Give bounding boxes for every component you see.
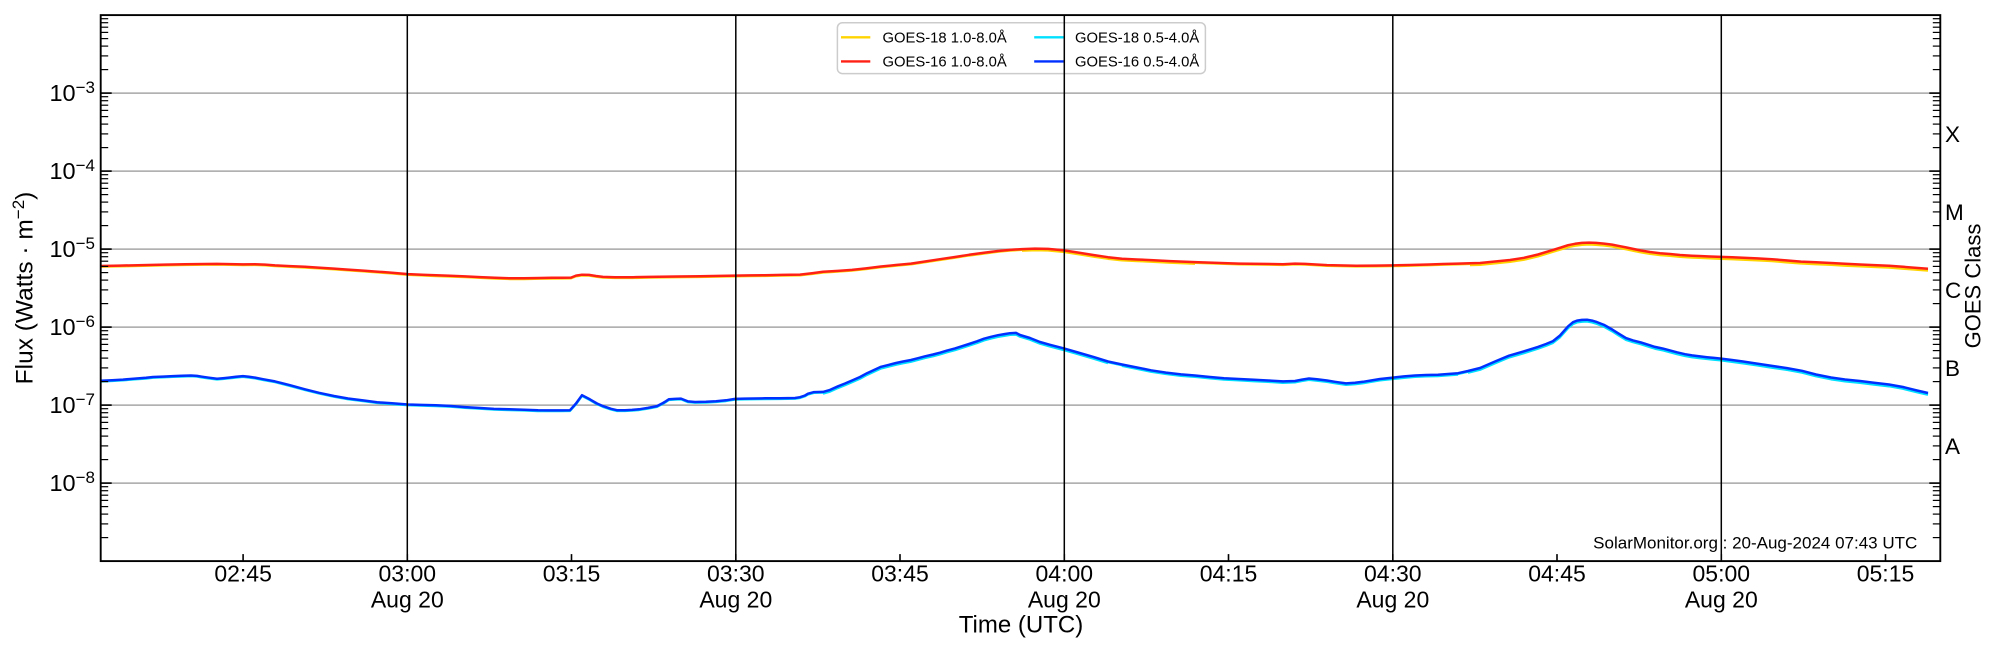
svg-text:02:45: 02:45	[214, 561, 272, 587]
svg-text:05:00: 05:00	[1693, 561, 1751, 587]
svg-text:GOES-18 0.5-4.0Å: GOES-18 0.5-4.0Å	[1075, 30, 1199, 47]
svg-text:Aug 20: Aug 20	[1685, 587, 1758, 613]
svg-text:GOES-16 1.0-8.0Å: GOES-16 1.0-8.0Å	[883, 54, 1007, 71]
svg-text:GOES-16 0.5-4.0Å: GOES-16 0.5-4.0Å	[1075, 54, 1199, 71]
svg-text:A: A	[1945, 434, 1960, 459]
svg-text:Aug 20: Aug 20	[699, 587, 772, 613]
svg-text:Aug 20: Aug 20	[1356, 587, 1429, 613]
svg-text:GOES-18 1.0-8.0Å: GOES-18 1.0-8.0Å	[883, 30, 1007, 47]
svg-text:03:15: 03:15	[543, 561, 601, 587]
svg-text:GOES Class: GOES Class	[1961, 224, 1986, 349]
svg-text:03:45: 03:45	[871, 561, 929, 587]
svg-text:Time (UTC): Time (UTC)	[959, 612, 1083, 639]
svg-text:B: B	[1945, 356, 1960, 381]
svg-text:C: C	[1945, 278, 1961, 303]
svg-text:X: X	[1945, 122, 1960, 147]
svg-text:Aug 20: Aug 20	[371, 587, 444, 613]
svg-text:Aug 20: Aug 20	[1028, 587, 1101, 613]
svg-text:04:30: 04:30	[1364, 561, 1422, 587]
svg-text:M: M	[1945, 200, 1964, 225]
svg-text:10−4: 10−4	[49, 156, 95, 184]
svg-text:Flux (Watts · m−2): Flux (Watts · m−2)	[9, 192, 39, 385]
svg-text:04:00: 04:00	[1036, 561, 1094, 587]
svg-text:03:00: 03:00	[379, 561, 437, 587]
svg-text:05:15: 05:15	[1857, 561, 1915, 587]
svg-text:03:30: 03:30	[707, 561, 765, 587]
svg-text:SolarMonitor.org : 20-Aug-2024: SolarMonitor.org : 20-Aug-2024 07:43 UTC	[1593, 534, 1917, 553]
svg-text:04:15: 04:15	[1200, 561, 1258, 587]
svg-text:04:45: 04:45	[1528, 561, 1586, 587]
